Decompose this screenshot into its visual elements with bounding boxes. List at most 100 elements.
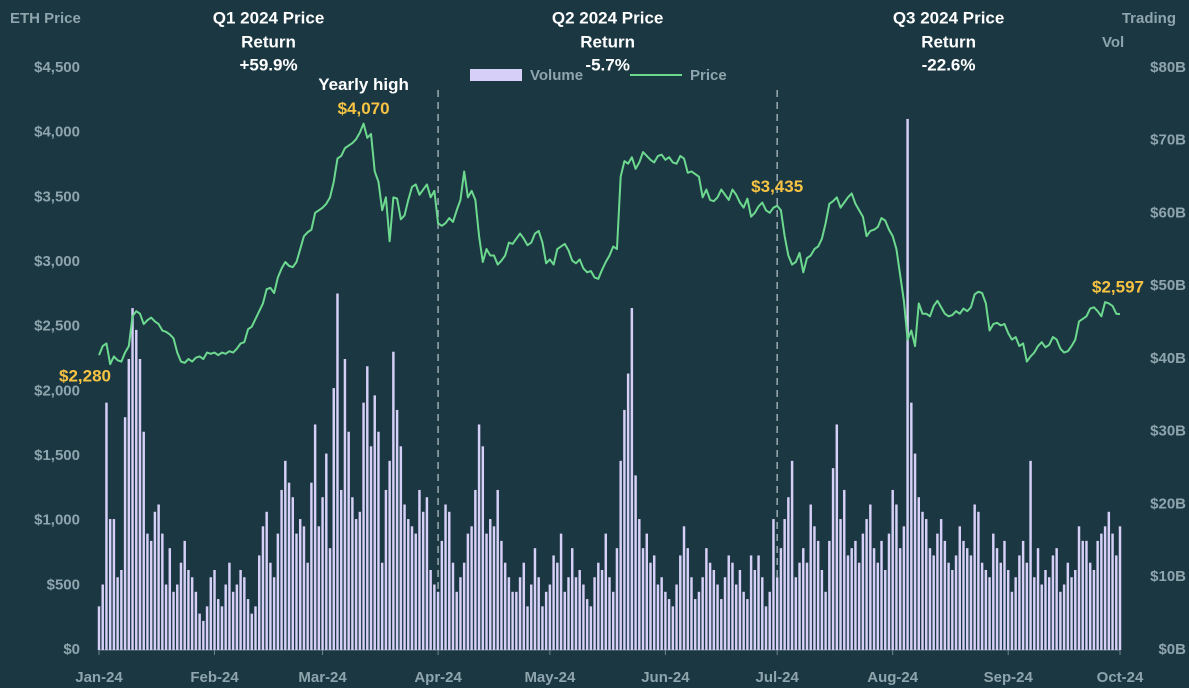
volume-bar bbox=[589, 606, 593, 650]
y2-axis-label: Trading bbox=[1122, 10, 1176, 27]
volume-bar bbox=[611, 591, 615, 650]
volume-bar bbox=[343, 359, 347, 650]
volume-bar bbox=[626, 373, 630, 650]
volume-bar bbox=[470, 526, 473, 650]
volume-bar bbox=[1077, 526, 1081, 650]
volume-bar bbox=[742, 591, 745, 650]
x-tick-label: May-24 bbox=[524, 669, 576, 686]
volume-bar bbox=[802, 548, 805, 650]
volume-bar bbox=[403, 504, 406, 650]
y-tick-label: $4,000 bbox=[34, 124, 80, 141]
x-tick-label: Jan-24 bbox=[75, 669, 123, 686]
y2-tick-label: $50B bbox=[1150, 277, 1186, 294]
volume-bar bbox=[928, 548, 932, 650]
volume-bar bbox=[969, 555, 973, 650]
volume-bar bbox=[1025, 562, 1029, 650]
volume-bar bbox=[965, 548, 969, 650]
volume-bar bbox=[407, 519, 410, 650]
y2-tick-label: $80B bbox=[1150, 59, 1186, 76]
volume-bar bbox=[500, 540, 503, 650]
volume-bar bbox=[198, 613, 201, 650]
volume-bar bbox=[284, 460, 287, 650]
volume-bar bbox=[872, 548, 876, 650]
volume-bar bbox=[787, 497, 790, 650]
volume-bar bbox=[917, 497, 921, 650]
volume-bar bbox=[615, 548, 619, 650]
volume-bar bbox=[1055, 548, 1058, 650]
volume-bar bbox=[1006, 569, 1010, 650]
volume-bar bbox=[746, 599, 749, 650]
volume-bar bbox=[1085, 540, 1088, 650]
volume-bar bbox=[794, 577, 798, 650]
volume-bar bbox=[127, 359, 131, 650]
volume-bar bbox=[805, 562, 809, 650]
volume-bar bbox=[97, 606, 101, 650]
volume-bar bbox=[328, 548, 332, 650]
volume-bar bbox=[474, 489, 477, 650]
volume-bar bbox=[1074, 569, 1077, 650]
volume-bar bbox=[1018, 555, 1021, 650]
volume-bar bbox=[790, 460, 794, 650]
volume-bar bbox=[846, 555, 850, 650]
volume-bar bbox=[1010, 591, 1014, 650]
volume-bar bbox=[1115, 555, 1118, 650]
volume-bar bbox=[325, 453, 328, 650]
volume-bar bbox=[142, 431, 145, 650]
volume-bar bbox=[623, 409, 626, 650]
volume-bar bbox=[291, 497, 294, 650]
volume-bar bbox=[727, 555, 730, 650]
volume-bar bbox=[775, 577, 779, 650]
volume-bar bbox=[1092, 569, 1096, 650]
volume-bar bbox=[366, 366, 369, 650]
volume-bar bbox=[477, 424, 481, 650]
y2-tick-label: $0B bbox=[1158, 641, 1186, 658]
volume-bar bbox=[734, 584, 738, 650]
volume-bar bbox=[1059, 591, 1062, 650]
volume-bar bbox=[582, 584, 585, 650]
volume-bar bbox=[906, 118, 909, 651]
volume-bar bbox=[649, 562, 652, 650]
volume-bar bbox=[902, 526, 906, 650]
volume-bar bbox=[731, 562, 734, 650]
volume-bar bbox=[336, 293, 339, 650]
annotation-label: $2,280 bbox=[59, 367, 111, 386]
volume-bar bbox=[992, 533, 995, 650]
annotation-label: $3,435 bbox=[751, 177, 803, 196]
volume-bar bbox=[298, 519, 302, 650]
volume-bar bbox=[489, 519, 492, 650]
volume-bar bbox=[388, 460, 391, 650]
y-tick-label: $500 bbox=[47, 576, 80, 593]
volume-bar bbox=[861, 533, 865, 650]
volume-bar bbox=[485, 533, 488, 650]
volume-bar bbox=[451, 562, 455, 650]
volume-bar bbox=[243, 577, 246, 650]
volume-bar bbox=[224, 584, 227, 650]
y2-tick-label: $70B bbox=[1150, 132, 1186, 149]
volume-bar bbox=[824, 591, 827, 650]
volume-bar bbox=[1088, 562, 1092, 650]
volume-bar bbox=[295, 533, 298, 650]
y2-tick-label: $20B bbox=[1150, 495, 1186, 512]
volume-bar bbox=[738, 569, 742, 650]
volume-bar bbox=[600, 569, 604, 650]
volume-bar bbox=[269, 562, 272, 650]
volume-bar bbox=[362, 402, 365, 650]
volume-bar bbox=[980, 562, 984, 650]
x-tick-label: Mar-24 bbox=[298, 669, 347, 686]
volume-bar bbox=[414, 533, 417, 650]
volume-bar bbox=[578, 569, 581, 650]
volume-bar bbox=[850, 548, 853, 650]
volume-bar bbox=[697, 591, 701, 650]
volume-bar bbox=[656, 584, 660, 650]
volume-bar bbox=[351, 497, 354, 650]
volume-bar bbox=[433, 584, 436, 650]
volume-bar bbox=[153, 511, 157, 650]
volume-bar bbox=[1003, 540, 1006, 650]
volume-bar bbox=[444, 504, 447, 650]
volume-bar bbox=[768, 591, 771, 650]
volume-bar bbox=[1021, 540, 1025, 650]
volume-bar bbox=[481, 446, 485, 650]
volume-bar bbox=[354, 519, 358, 650]
